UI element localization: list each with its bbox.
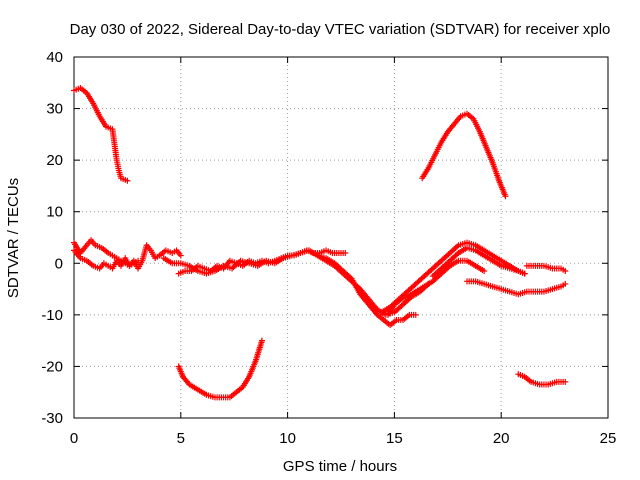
series-arc-14 xyxy=(515,371,569,388)
data-point xyxy=(177,252,184,259)
series-arc-9 xyxy=(429,244,528,280)
data-point xyxy=(135,257,142,264)
y-axis-label: SDTVAR / TECUs xyxy=(5,178,22,298)
y-tick-label: -10 xyxy=(41,307,63,324)
y-tick-label: -20 xyxy=(41,358,63,375)
data-point xyxy=(521,270,528,277)
series-arc-13 xyxy=(175,337,265,401)
x-tick-label: 0 xyxy=(70,430,78,447)
x-axis-label: GPS time / hours xyxy=(283,458,397,475)
data-point xyxy=(562,378,569,385)
x-tick-label: 15 xyxy=(386,430,403,447)
axis-ticks: 0 5 10 15 20 25 -30 -20 -10 0 10 20 30 40 xyxy=(41,49,616,447)
y-tick-label: 10 xyxy=(46,204,63,221)
series-arc-10 xyxy=(419,110,509,200)
data-point xyxy=(258,337,265,344)
grid-lines xyxy=(74,57,608,418)
x-tick-label: 25 xyxy=(600,430,617,447)
series-arc-8 xyxy=(378,239,528,316)
series-arc-1 xyxy=(71,84,131,184)
series-arc-11 xyxy=(464,278,569,298)
data-point xyxy=(481,268,488,275)
series-arc-6 xyxy=(314,252,419,329)
data-point xyxy=(124,177,131,184)
data-point xyxy=(412,311,419,318)
data-point xyxy=(342,249,349,256)
y-tick-label: 0 xyxy=(55,255,63,272)
x-tick-label: 10 xyxy=(279,430,296,447)
data-point xyxy=(562,280,569,287)
y-tick-label: 40 xyxy=(46,49,63,66)
x-tick-label: 5 xyxy=(177,430,185,447)
y-tick-label: -30 xyxy=(41,410,63,427)
data-marks xyxy=(71,84,569,401)
y-tick-label: 30 xyxy=(46,101,63,118)
chart-title: Day 030 of 2022, Sidereal Day-to-day VTE… xyxy=(70,21,611,38)
y-tick-label: 20 xyxy=(46,152,63,169)
plot-frame xyxy=(73,56,609,419)
series-arc-12 xyxy=(523,262,569,275)
series-arc-3 xyxy=(71,247,142,272)
data-point xyxy=(502,193,509,200)
data-point xyxy=(562,268,569,275)
x-tick-label: 20 xyxy=(493,430,510,447)
